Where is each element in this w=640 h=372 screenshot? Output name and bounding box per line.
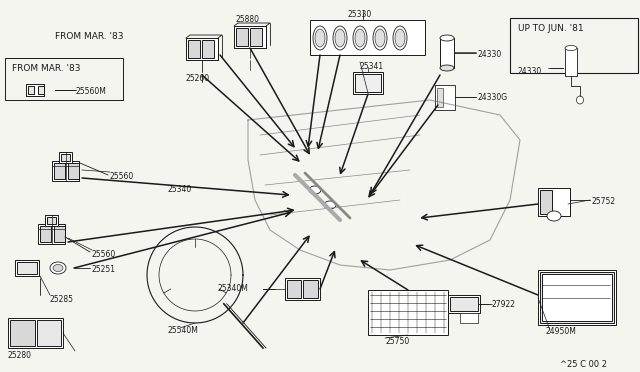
Bar — [437, 88, 443, 107]
Text: 25260: 25260 — [186, 74, 210, 83]
Ellipse shape — [333, 26, 347, 50]
Bar — [355, 74, 381, 92]
Ellipse shape — [375, 29, 385, 47]
Text: 25560: 25560 — [110, 172, 134, 181]
Bar — [68, 163, 79, 179]
Bar — [15, 260, 39, 276]
Text: 25285: 25285 — [50, 295, 74, 304]
Bar — [285, 278, 320, 300]
Text: 24330G: 24330G — [477, 93, 507, 102]
Bar — [54, 163, 65, 179]
Bar — [368, 290, 448, 335]
Bar — [250, 28, 262, 46]
Bar — [440, 38, 454, 68]
Ellipse shape — [309, 186, 321, 194]
Ellipse shape — [577, 96, 584, 104]
Text: 24330: 24330 — [518, 67, 542, 76]
Bar — [38, 224, 65, 244]
Text: 25540M: 25540M — [168, 326, 199, 335]
Text: 25560M: 25560M — [76, 87, 107, 96]
Ellipse shape — [547, 211, 561, 221]
Bar — [287, 280, 301, 298]
Bar — [234, 26, 266, 48]
Text: 25750: 25750 — [385, 337, 409, 346]
Text: 24950M: 24950M — [545, 327, 576, 336]
Ellipse shape — [440, 65, 454, 71]
Bar — [303, 280, 318, 298]
Bar — [186, 38, 218, 60]
Bar — [188, 40, 200, 58]
Bar — [26, 84, 44, 96]
Text: 25560: 25560 — [92, 250, 116, 259]
Text: 25251: 25251 — [92, 265, 116, 274]
Bar — [47, 217, 56, 224]
Bar — [540, 272, 614, 323]
Ellipse shape — [373, 26, 387, 50]
Text: ^25 C 00 2: ^25 C 00 2 — [560, 360, 607, 369]
Bar — [538, 188, 570, 216]
Ellipse shape — [53, 264, 63, 272]
Ellipse shape — [313, 26, 327, 50]
Ellipse shape — [395, 29, 405, 47]
Bar — [61, 154, 70, 161]
Ellipse shape — [393, 26, 407, 50]
Text: 25340M: 25340M — [218, 284, 249, 293]
Bar — [310, 20, 425, 55]
Ellipse shape — [50, 262, 66, 274]
Bar — [17, 262, 37, 274]
Bar — [60, 152, 72, 163]
Bar — [40, 226, 51, 242]
Bar — [54, 226, 65, 242]
Bar — [538, 270, 616, 325]
Bar — [353, 72, 383, 94]
Bar — [28, 86, 35, 94]
Ellipse shape — [324, 201, 336, 209]
Bar — [38, 86, 44, 94]
Bar — [460, 313, 478, 323]
Text: 25330: 25330 — [348, 10, 372, 19]
Text: 27922: 27922 — [492, 300, 516, 309]
Bar — [5, 58, 123, 100]
Ellipse shape — [335, 29, 345, 47]
Ellipse shape — [315, 29, 325, 47]
Bar — [8, 318, 63, 348]
Ellipse shape — [353, 26, 367, 50]
Ellipse shape — [355, 29, 365, 47]
Text: FROM MAR. '83: FROM MAR. '83 — [12, 64, 81, 73]
Text: FROM MAR. '83: FROM MAR. '83 — [55, 32, 124, 41]
Bar — [45, 215, 58, 226]
Bar — [450, 297, 478, 311]
Bar — [37, 320, 61, 346]
Text: 24330: 24330 — [477, 50, 501, 59]
Bar — [565, 48, 577, 76]
Bar — [542, 274, 612, 321]
Bar — [52, 161, 79, 181]
Bar — [510, 18, 638, 73]
Bar — [10, 320, 35, 346]
Bar — [448, 295, 480, 313]
Ellipse shape — [440, 35, 454, 41]
Text: 25752: 25752 — [592, 197, 616, 206]
Text: 25280: 25280 — [8, 351, 32, 360]
Text: 25341: 25341 — [360, 62, 384, 71]
Ellipse shape — [565, 45, 577, 51]
Bar — [202, 40, 214, 58]
Text: 25340: 25340 — [168, 185, 192, 194]
Text: UP TO JUN. '81: UP TO JUN. '81 — [518, 24, 584, 33]
Bar — [236, 28, 248, 46]
Bar — [435, 85, 455, 110]
Text: 25880: 25880 — [235, 15, 259, 24]
Bar — [540, 190, 552, 214]
